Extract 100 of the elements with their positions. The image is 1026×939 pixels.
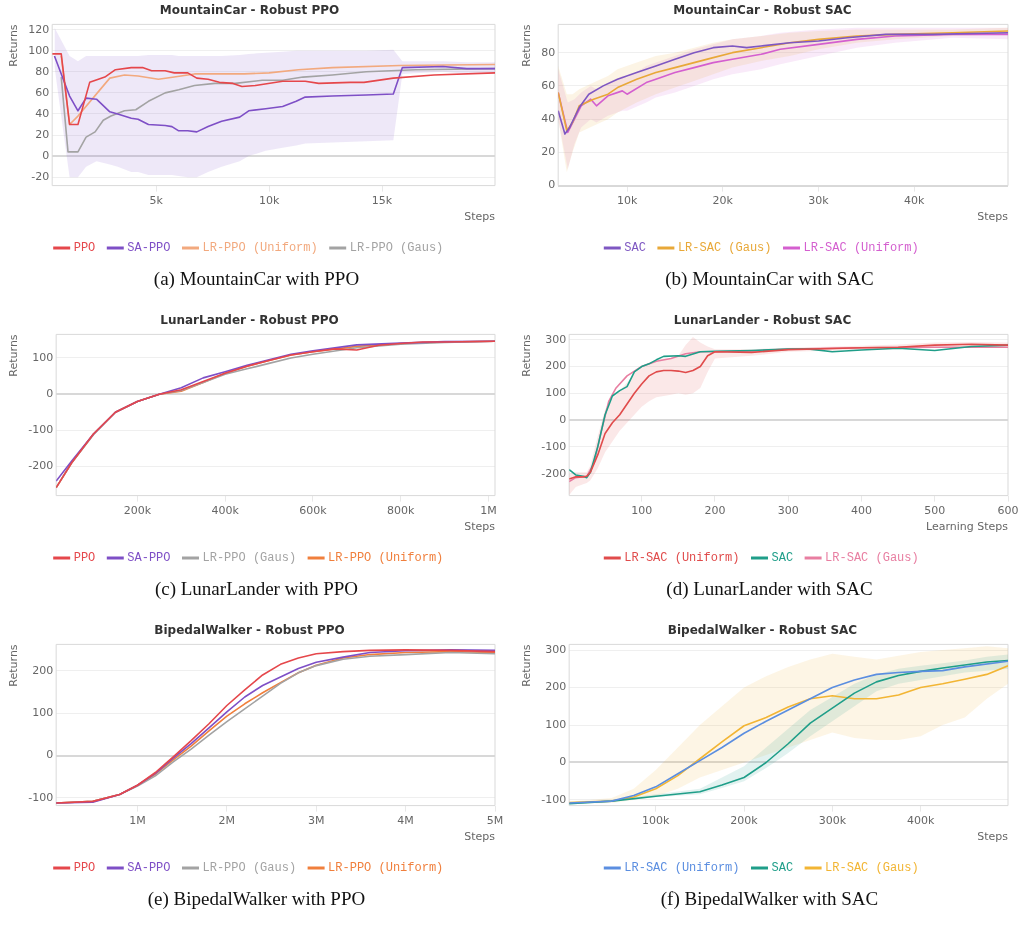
- x-tick-label: 600k: [299, 504, 328, 518]
- y-tick-label: 100: [545, 386, 567, 400]
- legend-label: SAC: [624, 241, 646, 256]
- x-tick-label: 600: [997, 504, 1019, 518]
- y-tick-label: -100: [541, 792, 567, 806]
- legend-label: SAC: [771, 551, 794, 566]
- x-tick-label: 30k: [808, 194, 830, 208]
- y-tick-label: -200: [541, 466, 567, 480]
- legend-label: PPO: [73, 551, 96, 566]
- x-axis-title: Steps: [977, 830, 1009, 844]
- y-tick-label: 0: [46, 387, 54, 401]
- x-axis-title: Steps: [977, 210, 1009, 224]
- legend-label: PPO: [73, 241, 96, 256]
- y-tick-label: 80: [35, 64, 50, 78]
- y-tick-label: 0: [42, 148, 50, 162]
- y-tick-label: 60: [35, 85, 50, 99]
- chart-title: MountainCar - Robust PPO: [159, 3, 340, 18]
- y-tick-label: 100: [32, 705, 54, 719]
- y-tick-label: 40: [35, 106, 50, 120]
- x-tick-label: 1M: [480, 504, 497, 518]
- legend-label: LR-PPO (Gaus): [202, 861, 297, 876]
- legend-label: SA-PPO: [127, 861, 171, 876]
- y-axis-title: Returns: [520, 334, 534, 377]
- y-tick-label: 200: [32, 663, 54, 677]
- y-tick-label: -100: [541, 439, 567, 453]
- y-tick-label: 100: [28, 43, 50, 57]
- x-tick-label: 15k: [371, 194, 393, 208]
- y-tick-label: 200: [545, 680, 567, 694]
- legend-label: LR-SAC (Uniform): [624, 551, 740, 566]
- x-axis-title: Steps: [464, 210, 496, 224]
- x-tick-label: 5k: [149, 194, 164, 208]
- y-tick-label: -200: [28, 459, 54, 473]
- x-axis-title: Steps: [464, 830, 496, 844]
- y-tick-label: -100: [28, 790, 54, 804]
- y-axis-title: Returns: [7, 644, 21, 687]
- y-tick-label: 0: [548, 178, 556, 192]
- legend-label: LR-SAC (Uniform): [803, 241, 919, 256]
- x-tick-label: 10k: [616, 194, 638, 208]
- legend-label: SAC: [771, 861, 794, 876]
- y-tick-label: 120: [28, 22, 50, 36]
- chart-title: LunarLander - Robust PPO: [160, 313, 339, 328]
- legend-label: LR-SAC (Gaus): [825, 551, 919, 566]
- y-tick-label: 20: [541, 145, 556, 159]
- y-axis-title: Returns: [520, 24, 534, 67]
- y-tick-label: 0: [559, 755, 567, 769]
- legend-label: LR-PPO (Gaus): [349, 241, 444, 256]
- x-tick-label: 5M: [486, 814, 504, 828]
- legend-label: SA-PPO: [127, 241, 171, 256]
- y-tick-label: -20: [31, 170, 50, 184]
- y-tick-label: 60: [541, 78, 556, 92]
- y-tick-label: 300: [545, 642, 567, 656]
- x-tick-label: 100: [631, 504, 653, 518]
- legend-label: SA-PPO: [127, 551, 171, 566]
- x-tick-label: 200: [704, 504, 726, 518]
- x-tick-label: 20k: [712, 194, 734, 208]
- legend-label: LR-PPO (Uniform): [202, 241, 318, 256]
- x-tick-label: 200k: [730, 814, 759, 828]
- chart-title: BipedalWalker - Robust PPO: [154, 623, 345, 638]
- y-axis-title: Returns: [7, 334, 21, 377]
- text: (f) BipedalWalker with SAC: [659, 888, 880, 910]
- y-tick-label: 100: [32, 350, 54, 364]
- x-tick-label: 500: [924, 504, 946, 518]
- x-axis-title: Learning Steps: [925, 520, 1009, 534]
- text: (b) MountainCar with SAC: [664, 268, 875, 290]
- y-tick-label: -100: [28, 423, 54, 437]
- y-tick-label: 200: [545, 359, 567, 373]
- text: (c) LunarLander with PPO: [153, 578, 360, 600]
- y-axis-title: Returns: [520, 644, 534, 687]
- legend-label: LR-PPO (Uniform): [328, 551, 444, 566]
- legend-label: LR-PPO (Gaus): [202, 551, 297, 566]
- y-axis-title: Returns: [7, 24, 21, 67]
- x-tick-label: 300: [777, 504, 799, 518]
- x-tick-label: 2M: [218, 814, 236, 828]
- x-tick-label: 400: [850, 504, 872, 518]
- legend-label: LR-PPO (Uniform): [328, 861, 444, 876]
- y-tick-label: 300: [545, 332, 567, 346]
- x-axis-title: Steps: [464, 520, 496, 534]
- chart-title: LunarLander - Robust SAC: [673, 313, 852, 328]
- y-tick-label: 0: [559, 412, 567, 426]
- x-tick-label: 400k: [906, 814, 935, 828]
- y-tick-label: 100: [545, 717, 567, 731]
- x-tick-label: 200k: [123, 504, 152, 518]
- legend-label: LR-SAC (Gaus): [825, 861, 919, 876]
- x-tick-label: 800k: [386, 504, 415, 518]
- x-tick-label: 40k: [904, 194, 926, 208]
- y-tick-label: 20: [35, 127, 50, 141]
- chart-title: MountainCar - Robust SAC: [673, 3, 852, 18]
- x-tick-label: 10k: [258, 194, 280, 208]
- y-tick-label: 40: [541, 111, 556, 125]
- legend-label: LR-SAC (Uniform): [624, 861, 740, 876]
- text: (d) LunarLander with SAC: [665, 578, 874, 600]
- legend-label: PPO: [73, 861, 96, 876]
- chart-title: BipedalWalker - Robust SAC: [667, 623, 858, 638]
- x-tick-label: 300k: [818, 814, 847, 828]
- y-tick-label: 80: [541, 45, 556, 59]
- x-tick-label: 1M: [129, 814, 146, 828]
- x-tick-label: 100k: [642, 814, 671, 828]
- x-tick-label: 4M: [397, 814, 414, 828]
- text: (e) BipedalWalker with PPO: [146, 888, 367, 910]
- y-tick-label: 0: [46, 748, 54, 762]
